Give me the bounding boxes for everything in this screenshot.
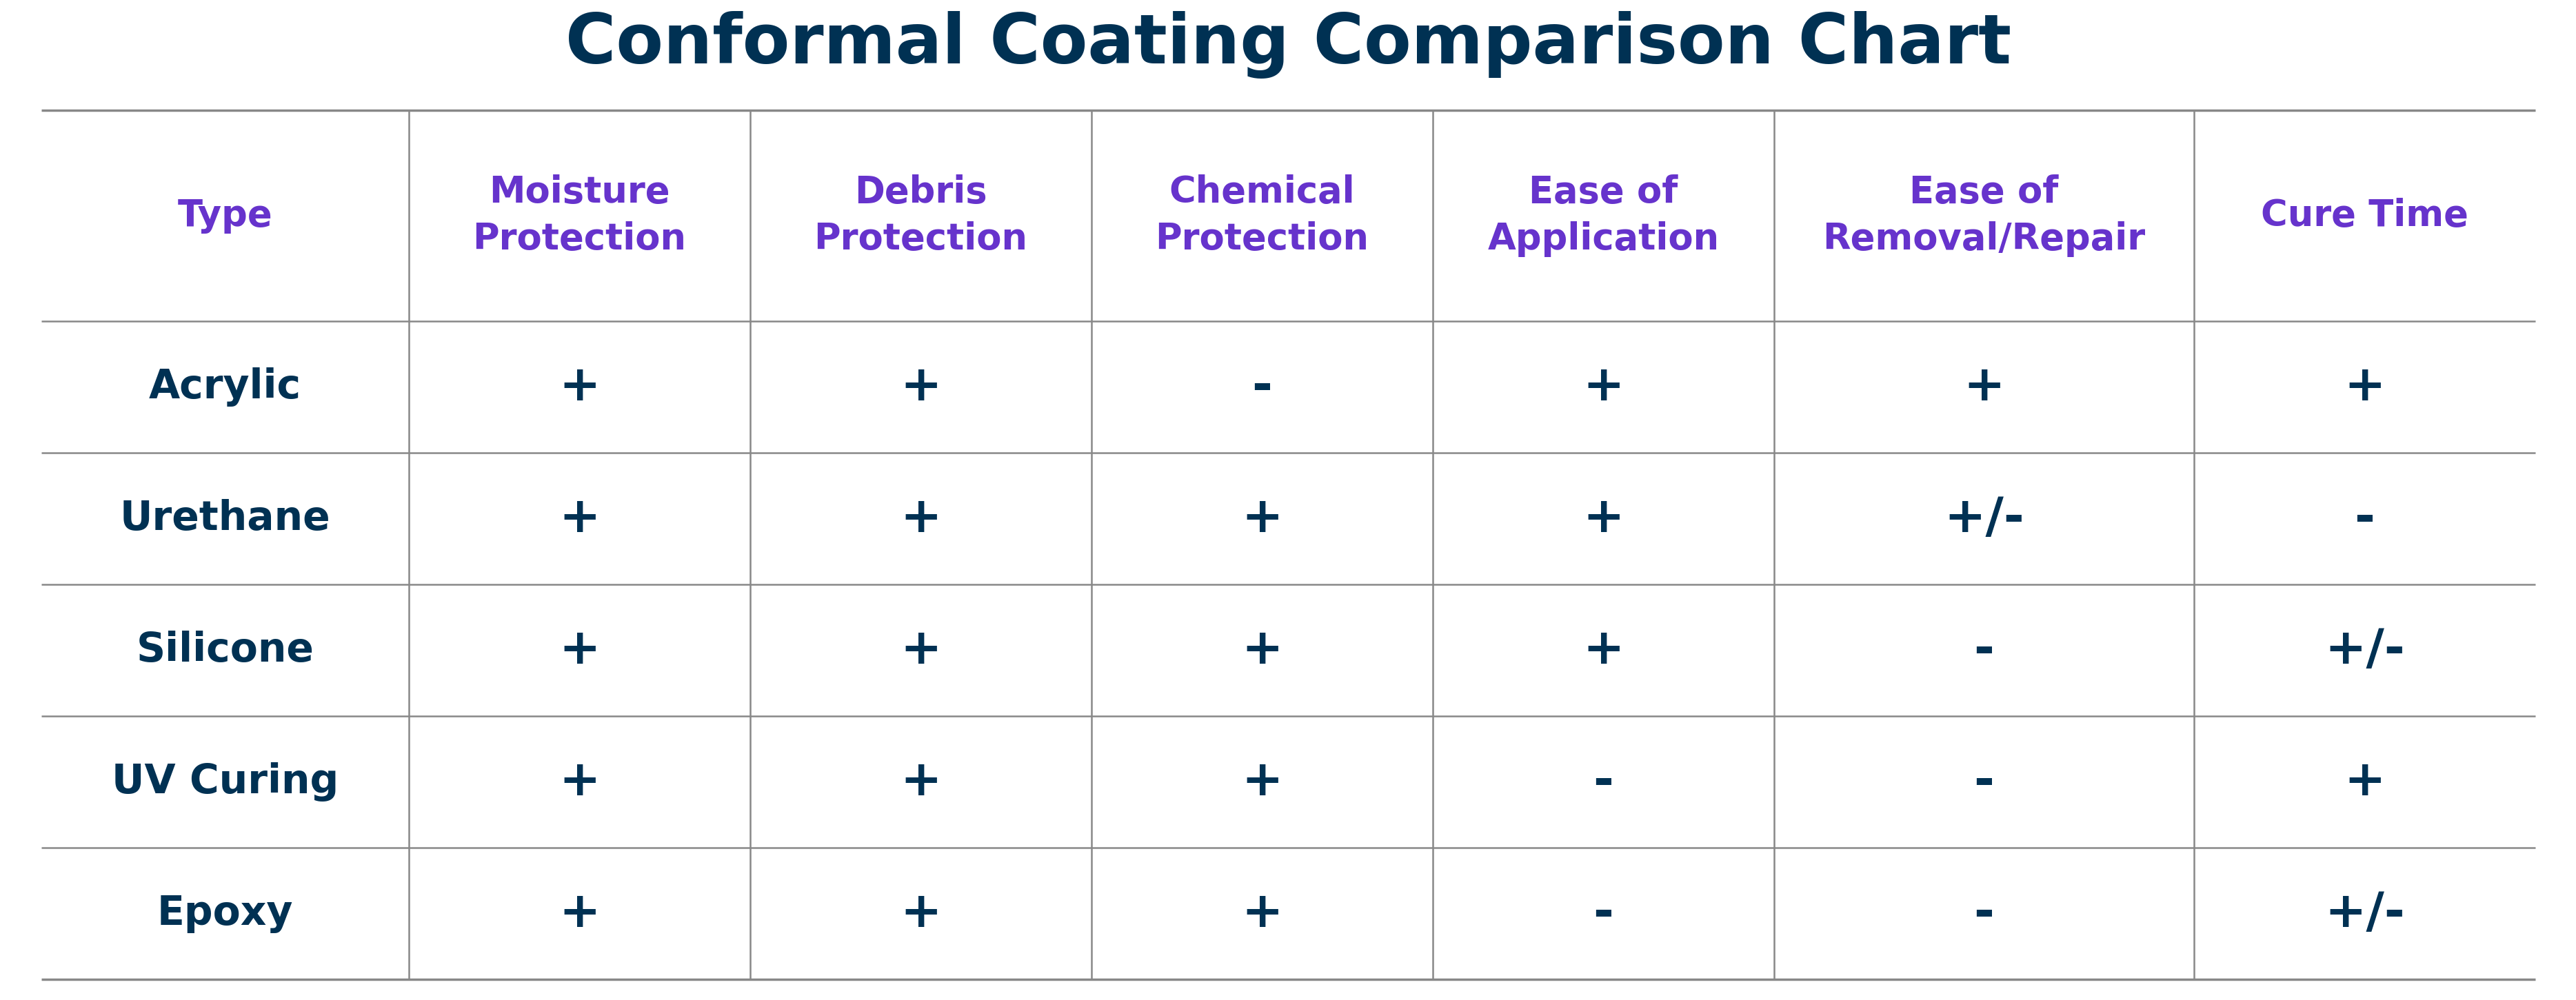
Text: +/-: +/- [1942, 495, 2025, 542]
Text: -: - [1592, 758, 1613, 806]
Text: +: + [899, 495, 940, 542]
Text: Silicone: Silicone [137, 630, 314, 670]
Text: +: + [899, 890, 940, 937]
Text: +: + [1582, 495, 1623, 542]
Text: -: - [1252, 363, 1273, 411]
Text: +/-: +/- [2324, 626, 2403, 674]
Text: Chemical
Protection: Chemical Protection [1154, 174, 1368, 257]
Text: +: + [1963, 363, 2004, 411]
Text: +/-: +/- [2324, 890, 2403, 937]
Text: +: + [559, 758, 600, 806]
Text: -: - [1973, 758, 1994, 806]
Text: +: + [559, 626, 600, 674]
Text: +: + [1242, 495, 1283, 542]
Text: +: + [899, 758, 940, 806]
Text: Type: Type [178, 198, 273, 234]
Text: +: + [899, 626, 940, 674]
Text: +: + [899, 363, 940, 411]
Text: -: - [1973, 890, 1994, 937]
Text: -: - [1592, 890, 1613, 937]
Text: Ease of
Application: Ease of Application [1486, 174, 1718, 257]
Text: +: + [1582, 363, 1623, 411]
Text: +: + [2344, 363, 2385, 411]
Text: UV Curing: UV Curing [111, 762, 337, 801]
Text: Debris
Protection: Debris Protection [814, 174, 1028, 257]
Text: +: + [2344, 758, 2385, 806]
Text: +: + [559, 495, 600, 542]
Text: -: - [1973, 626, 1994, 674]
Text: Moisture
Protection: Moisture Protection [471, 174, 685, 257]
Text: Ease of
Removal/Repair: Ease of Removal/Repair [1821, 174, 2146, 257]
Text: Conformal Coating Comparison Chart: Conformal Coating Comparison Chart [564, 11, 2012, 79]
Text: +: + [1242, 890, 1283, 937]
Text: Acrylic: Acrylic [149, 367, 301, 406]
Text: Urethane: Urethane [118, 499, 330, 538]
Text: +: + [1242, 758, 1283, 806]
Text: Epoxy: Epoxy [157, 894, 294, 933]
Text: +: + [1582, 626, 1623, 674]
Text: Cure Time: Cure Time [2259, 198, 2468, 234]
Text: +: + [559, 363, 600, 411]
Text: +: + [559, 890, 600, 937]
Text: +: + [1242, 626, 1283, 674]
Text: -: - [2354, 495, 2375, 542]
